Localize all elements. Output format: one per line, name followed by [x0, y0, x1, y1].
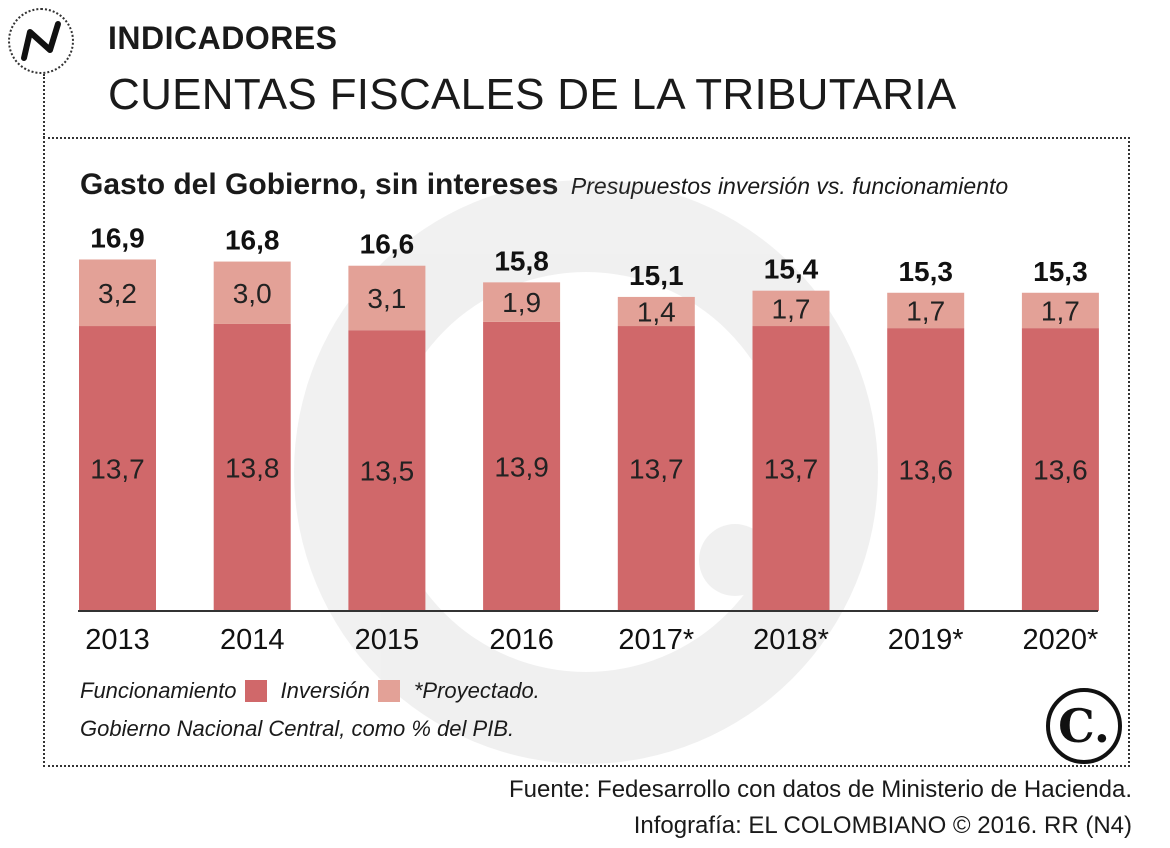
dotted-connector: [43, 74, 45, 138]
n-logo-icon: [21, 21, 61, 61]
chart-frame: [43, 137, 1130, 767]
legend-swatch-inversion: [377, 680, 400, 702]
bar-segment-inversion: [483, 282, 561, 322]
bar-segment-funcionamiento: [617, 326, 695, 611]
bar-value-label: 13,6: [1033, 455, 1088, 486]
source-text: Fuente: Fedesarrollo con datos de Minist…: [508, 776, 1132, 803]
bar-total-label: 16,9: [90, 222, 145, 253]
credit-text: Infografía: EL COLOMBIANO © 2016. RR (N4…: [633, 812, 1132, 839]
brand-badge-icon: C.: [1046, 688, 1122, 764]
bar-value-label: 13,8: [225, 452, 280, 483]
bar-total-label: 15,8: [494, 245, 549, 276]
bar-value-label: 1,9: [502, 287, 541, 318]
bar-segment-funcionamiento: [213, 323, 291, 611]
bar-value-label: 13,5: [360, 456, 415, 487]
chart-title: Gasto del Gobierno, sin intereses Presup…: [80, 168, 1008, 202]
bar-segment-inversion: [887, 292, 965, 329]
bar-total-label: 15,3: [1033, 256, 1088, 287]
legend-swatch-funcionamiento: [244, 680, 267, 702]
chart-title-main: Gasto del Gobierno, sin intereses: [80, 168, 559, 201]
legend: Funcionamiento Inversión *Proyectado.: [80, 678, 540, 704]
x-tick-label: 2014: [220, 624, 285, 656]
bar-segment-inversion: [617, 296, 695, 327]
bar-segment-funcionamiento: [483, 321, 561, 611]
x-tick-label: 2018*: [753, 624, 829, 656]
x-tick-label: 2017*: [618, 624, 694, 656]
headline: CUENTAS FISCALES DE LA TRIBUTARIA: [108, 70, 957, 119]
bar-segment-funcionamiento: [752, 326, 830, 611]
bar-value-label: 1,4: [637, 296, 676, 327]
bar-segment-inversion: [752, 290, 830, 327]
bar-segment-funcionamiento: [348, 330, 426, 611]
bar-total-label: 15,4: [764, 254, 819, 285]
bar-total-label: 16,6: [360, 229, 415, 260]
chart-note: Gobierno Nacional Central, como % del PI…: [80, 716, 515, 741]
bar-value-label: 13,6: [898, 455, 953, 486]
bar-value-label: 3,2: [98, 278, 137, 309]
bar-value-label: 13,7: [90, 454, 145, 485]
bar-segment-inversion: [1021, 292, 1099, 329]
bar-total-label: 16,8: [225, 225, 280, 256]
kicker: INDICADORES: [108, 20, 338, 56]
bar-value-label: 13,9: [494, 451, 549, 482]
legend-label-proyectado: *Proyectado.: [413, 678, 540, 703]
bar-segment-funcionamiento: [1021, 328, 1099, 611]
x-tick-label: 2020*: [1022, 624, 1098, 656]
bar-value-label: 3,1: [367, 283, 406, 314]
bar-segment-funcionamiento: [887, 328, 965, 611]
bar-value-label: 1,7: [906, 295, 945, 326]
bar-total-label: 15,3: [898, 256, 953, 287]
x-tick-label: 2016: [489, 624, 554, 656]
bar-segment-funcionamiento: [79, 326, 156, 611]
bar-value-label: 1,7: [772, 293, 811, 324]
x-tick-label: 2015: [355, 624, 420, 656]
bar-value-label: 13,7: [629, 454, 684, 485]
bar-segment-inversion: [79, 259, 156, 327]
bar-value-label: 1,7: [1041, 295, 1080, 326]
x-tick-label: 2013: [85, 624, 150, 656]
x-tick-label: 2019*: [888, 624, 964, 656]
legend-label-inversion: Inversión: [280, 678, 370, 703]
bar-value-label: 3,0: [233, 278, 272, 309]
chart-title-sub: Presupuestos inversión vs. funcionamient…: [570, 173, 1009, 199]
logo-circle: [8, 8, 74, 74]
bar-segment-inversion: [348, 265, 426, 331]
legend-label-funcionamiento: Funcionamiento: [80, 678, 237, 703]
bar-segment-inversion: [213, 261, 291, 324]
bar-total-label: 15,1: [629, 260, 684, 291]
bar-value-label: 13,7: [764, 454, 819, 485]
